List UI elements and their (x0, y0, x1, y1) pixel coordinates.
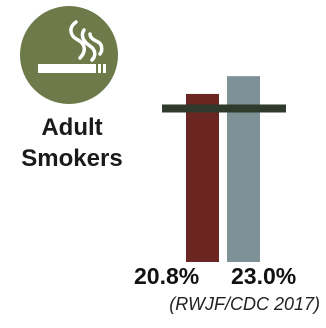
bar-local (186, 93, 219, 262)
bar-comparison (227, 76, 260, 262)
source-annotation: (RWJF/CDC 2017) (169, 294, 320, 314)
smoking-icon (20, 6, 118, 104)
value-label-comparison: 23.0% (231, 263, 297, 289)
benchmark-line (162, 104, 286, 113)
title-line-2: Smokers (21, 145, 123, 172)
bar-chart (150, 60, 300, 262)
chart-title: Adult Smokers (0, 112, 144, 174)
title-line-1: Adult (41, 114, 103, 141)
value-label-local: 20.8% (134, 263, 200, 289)
